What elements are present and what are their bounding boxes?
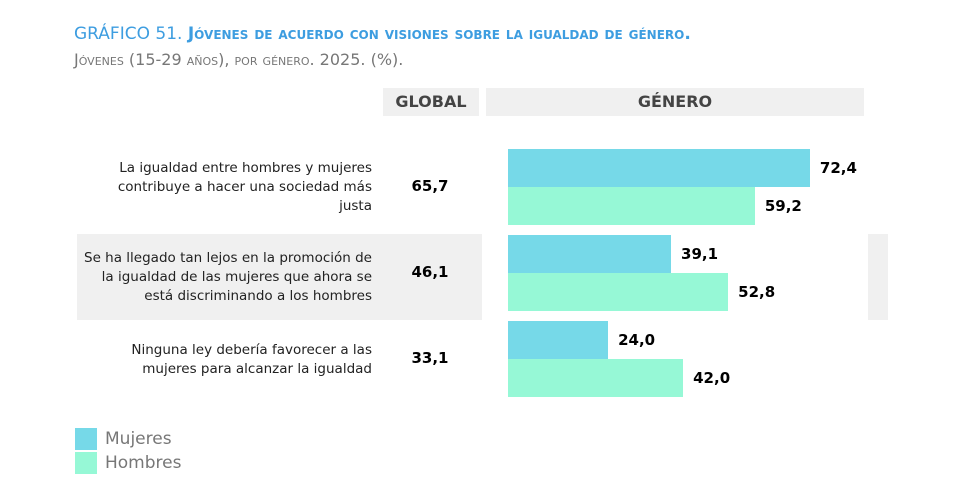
bar: [508, 359, 684, 397]
legend-swatch: [75, 428, 97, 450]
global-value: 33,1: [411, 349, 449, 367]
legend-label: Mujeres: [105, 429, 172, 449]
value-label: 42,0: [693, 369, 731, 387]
global-value: 65,7: [411, 177, 449, 195]
value-label: 39,1: [681, 245, 719, 263]
column-header: GÉNERO: [486, 88, 864, 116]
chart-subtitle: Jóvenes (15-29 años), por género. 2025. …: [74, 50, 404, 69]
row-band: [868, 234, 888, 320]
bar: [508, 149, 810, 187]
chart-title: GRÁFICO 51. Jóvenes de acuerdo con visio…: [74, 24, 691, 44]
value-label: 52,8: [738, 283, 776, 301]
title-label: GRÁFICO 51.: [74, 24, 183, 44]
value-label: 72,4: [819, 159, 857, 177]
title-text: Jóvenes de acuerdo con visiones sobre la…: [187, 24, 691, 44]
value-label: 24,0: [618, 331, 656, 349]
bar: [508, 235, 672, 273]
legend-swatch: [75, 452, 97, 474]
bar: [508, 187, 755, 225]
row-band: [77, 234, 482, 320]
global-value: 46,1: [411, 263, 449, 281]
legend-label: Hombres: [105, 453, 182, 473]
column-header: GLOBAL: [383, 88, 479, 116]
value-label: 59,2: [764, 197, 802, 215]
bar: [508, 321, 609, 359]
category-label: Ninguna ley debería favorecer a las muje…: [131, 341, 372, 377]
bar: [508, 273, 729, 311]
category-label: La igualdad entre hombres y mujeres cont…: [117, 160, 372, 214]
category-label: Se ha llegado tan lejos en la promoción …: [84, 249, 372, 304]
